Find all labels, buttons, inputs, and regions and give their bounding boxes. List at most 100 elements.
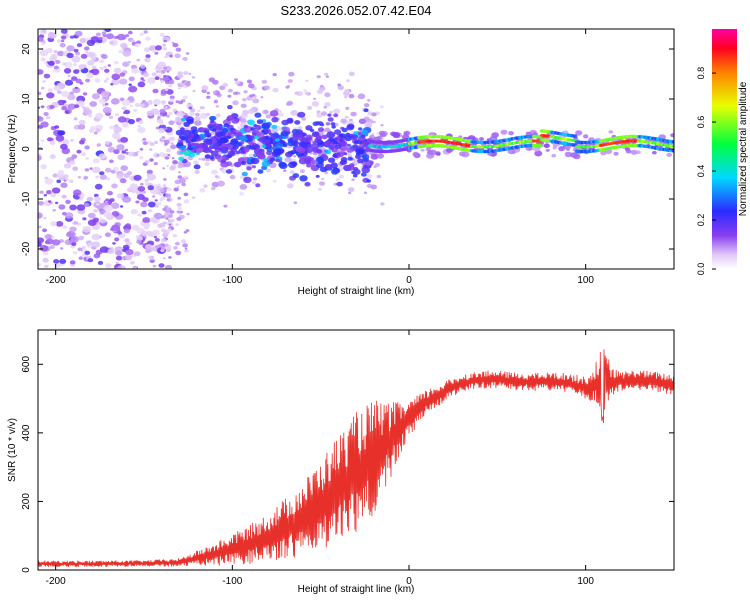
heatmap-point bbox=[88, 114, 93, 118]
heatmap-point bbox=[124, 238, 130, 243]
heatmap-point bbox=[212, 128, 217, 132]
heatmap-point bbox=[324, 149, 332, 155]
heatmap-point bbox=[317, 156, 324, 162]
heatmap-point bbox=[128, 60, 131, 64]
heatmap-point bbox=[59, 42, 66, 48]
heatmap-point bbox=[343, 88, 351, 94]
heatmap-point bbox=[310, 143, 320, 150]
heatmap-point bbox=[429, 149, 437, 156]
heatmap-point bbox=[203, 129, 210, 135]
heatmap-point bbox=[107, 191, 113, 196]
heatmap-point bbox=[43, 73, 51, 79]
heatmap-point bbox=[380, 202, 385, 206]
heatmap-point bbox=[168, 120, 175, 125]
heatmap-point bbox=[90, 68, 100, 76]
heatmap-point bbox=[57, 50, 65, 57]
heatmap-point bbox=[168, 137, 173, 141]
heatmap-point bbox=[261, 122, 271, 129]
heatmap-point bbox=[65, 199, 71, 204]
heatmap-point bbox=[169, 165, 176, 171]
heatmap-point bbox=[122, 244, 130, 250]
heatmap-point bbox=[49, 154, 56, 160]
heatmap-point bbox=[147, 77, 156, 84]
heatmap-point bbox=[168, 214, 174, 218]
heatmap-point bbox=[337, 85, 344, 91]
heatmap-point bbox=[140, 64, 146, 69]
heatmap-point bbox=[63, 163, 72, 169]
y-tick-label: -10 bbox=[21, 191, 32, 206]
snr-panel: -200 -100 0 100 0 200 400 600 Height of straig… bbox=[7, 329, 675, 595]
heatmap-point bbox=[246, 166, 252, 171]
heatmap-point bbox=[177, 175, 183, 179]
heatmap-point bbox=[652, 150, 657, 155]
heatmap-point bbox=[165, 217, 169, 220]
heatmap-point bbox=[286, 183, 294, 189]
heatmap-point bbox=[145, 36, 151, 41]
heatmap-point bbox=[53, 50, 58, 54]
heatmap-point bbox=[205, 158, 210, 162]
heatmap-point bbox=[243, 124, 249, 129]
heatmap-point bbox=[159, 222, 166, 228]
heatmap-point bbox=[199, 106, 205, 110]
heatmap-point bbox=[38, 201, 44, 206]
heatmap-point bbox=[459, 151, 466, 157]
heatmap-point bbox=[291, 140, 300, 146]
heatmap-point bbox=[351, 134, 358, 140]
heatmap-point bbox=[148, 232, 155, 238]
heatmap-point bbox=[152, 88, 159, 94]
heatmap-point bbox=[564, 151, 573, 158]
heatmap-point bbox=[242, 147, 250, 153]
heatmap-point bbox=[165, 81, 170, 85]
heatmap-point bbox=[103, 205, 113, 212]
heatmap-point bbox=[93, 196, 101, 202]
heatmap-point bbox=[160, 228, 166, 232]
heatmap-point bbox=[104, 29, 112, 33]
heatmap-point bbox=[230, 139, 239, 146]
heatmap-point bbox=[58, 204, 66, 210]
heatmap-point bbox=[55, 59, 61, 64]
x-tick-label: 100 bbox=[577, 576, 594, 587]
heatmap-point bbox=[232, 100, 239, 106]
heatmap-point bbox=[205, 147, 210, 151]
heatmap-point bbox=[167, 154, 171, 156]
heatmap-point bbox=[299, 169, 305, 174]
x-tick-label: 100 bbox=[577, 275, 594, 286]
heatmap-point bbox=[377, 136, 382, 140]
heatmap-point bbox=[79, 37, 87, 44]
heatmap-point bbox=[183, 130, 192, 137]
heatmap-point bbox=[436, 152, 441, 156]
heatmap-point bbox=[338, 174, 344, 179]
heatmap-point bbox=[243, 155, 247, 158]
heatmap-point bbox=[57, 170, 65, 175]
heatmap-point bbox=[351, 170, 356, 175]
heatmap-point bbox=[212, 79, 219, 85]
heatmap-point bbox=[242, 109, 249, 116]
heatmap-point bbox=[128, 83, 132, 86]
heatmap-point bbox=[165, 193, 172, 198]
heatmap-point bbox=[358, 118, 367, 125]
heatmap-point bbox=[92, 158, 100, 164]
heatmap-point bbox=[272, 73, 277, 77]
heatmap-point bbox=[538, 144, 543, 148]
heatmap-point bbox=[82, 217, 87, 221]
heatmap-point bbox=[336, 181, 343, 187]
heatmap-point bbox=[168, 223, 172, 226]
heatmap-point bbox=[183, 58, 186, 61]
heatmap-point bbox=[263, 110, 269, 114]
heatmap-point bbox=[120, 136, 129, 143]
heatmap-point bbox=[573, 134, 578, 138]
heatmap-point bbox=[96, 143, 102, 147]
heatmap-point bbox=[179, 150, 184, 154]
heatmap-point bbox=[48, 200, 52, 203]
snr-y-ticks: 0 200 400 600 bbox=[21, 356, 674, 573]
heatmap-point bbox=[44, 264, 49, 268]
heatmap-point bbox=[82, 92, 88, 96]
heatmap-point bbox=[95, 128, 101, 133]
heatmap-point bbox=[268, 132, 273, 136]
heatmap-point bbox=[154, 199, 158, 202]
heatmap-point bbox=[170, 144, 177, 150]
heatmap-point bbox=[608, 130, 614, 134]
heatmap-point bbox=[121, 150, 126, 154]
heatmap-point bbox=[214, 175, 219, 178]
heatmap-point bbox=[162, 47, 167, 51]
